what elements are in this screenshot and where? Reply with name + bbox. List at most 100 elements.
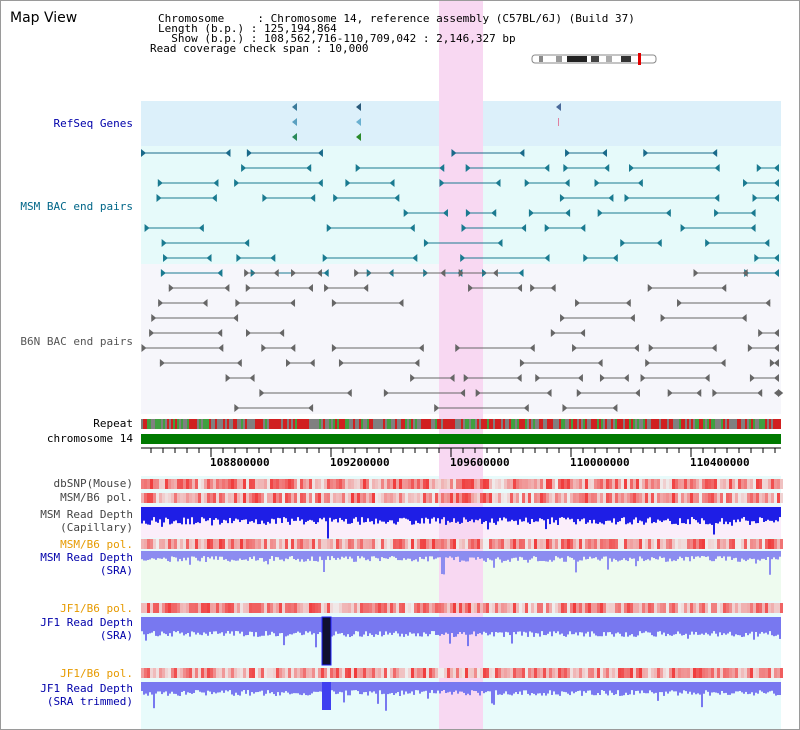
b6n-bac-pair-end: [168, 284, 174, 292]
msm-capillary-depth-bar: [147, 507, 149, 525]
msm-b6-pol-cell: [285, 493, 288, 503]
jf1-sra-depth-bar: [229, 617, 231, 634]
msm-capillary-depth-bar: [517, 507, 519, 525]
msm-b6-pol-cell: [705, 493, 708, 503]
dbsnp-cell: [387, 479, 390, 489]
repeat-segment: [427, 419, 429, 429]
msm-b6-pol-cell: [483, 493, 486, 503]
msm-b6-pol-2-cell: [261, 539, 264, 549]
msm-capillary-depth-bar: [733, 507, 735, 520]
msm-b6-pol-cell: [309, 493, 312, 503]
repeat-segment: [477, 419, 479, 429]
repeat-segment: [709, 419, 711, 429]
msm-capillary-depth-bar: [481, 507, 483, 524]
dbsnp-cell: [150, 479, 153, 489]
b6n-bac-pair-end: [647, 284, 653, 292]
msm-capillary-depth-bar: [221, 507, 223, 523]
msm-capillary-depth-bar: [409, 507, 411, 522]
msm-b6-pol-2-cell: [246, 539, 249, 549]
msm-bac-pair-end: [656, 239, 662, 247]
repeat-segment: [665, 419, 667, 429]
dbsnp-cell: [708, 479, 711, 489]
jf1-b6-pol-2-cell: [639, 668, 642, 678]
msm-sra-depth-bar: [751, 551, 753, 560]
msm-b6-pol-cell: [498, 493, 501, 503]
msm-bac-pair-end: [518, 269, 524, 277]
repeat-segment: [249, 419, 251, 429]
msm-bac-pair-end: [544, 224, 550, 232]
jf1-b6-pol-cell: [180, 603, 183, 613]
msm-capillary-depth-bar: [565, 507, 567, 520]
b6n-bac-pair-end: [151, 314, 157, 322]
repeat-segment: [397, 419, 399, 429]
msm-capillary-depth-bar: [331, 507, 333, 522]
msm-sra-depth-bar: [771, 551, 773, 560]
msm-sra-depth-bar: [711, 551, 713, 562]
dbsnp-cell: [216, 479, 219, 489]
axis-tick-label: 108800000: [210, 456, 270, 469]
jf1-sra-depth-bar: [283, 617, 285, 646]
msm-b6-pol-2-cell: [762, 539, 765, 549]
msm-b6-pol-cell: [462, 493, 465, 503]
msm-b6-pol-2-cell: [564, 539, 567, 549]
b6n-bac-pair-end: [259, 389, 265, 397]
b6n-bac-pair-end: [625, 299, 631, 307]
jf1-b6-pol-2-cell: [435, 668, 438, 678]
msm-b6-pol-2-cell: [675, 539, 678, 549]
repeat-segment: [315, 419, 317, 429]
jf1-sra-depth-bar: [593, 617, 595, 634]
dbsnp-cell: [567, 479, 570, 489]
refseq-genes-label[interactable]: RefSeq Genes: [53, 117, 133, 130]
repeat-segment: [345, 419, 347, 429]
dbsnp-cell: [207, 479, 210, 489]
msm-b6-pol-cell: [429, 493, 432, 503]
repeat-segment: [445, 419, 447, 429]
jf1-trimmed-depth-bar: [273, 682, 275, 695]
msm-b6-pol-cell: [639, 493, 642, 503]
repeat-segment: [289, 419, 291, 429]
msm-capillary-depth-bar: [731, 507, 733, 526]
msm-capillary-depth-bar: [493, 507, 495, 523]
repeat-segment: [669, 419, 671, 429]
jf1-b6-pol-2-cell: [495, 668, 498, 678]
jf1-b6-pol-cell: [477, 603, 480, 613]
jf1-trimmed-depth-bar: [379, 682, 381, 691]
jf1-sra-depth-bar: [495, 617, 497, 632]
b6n-bac-pair-end: [757, 389, 763, 397]
jf1-sra-depth-bar: [443, 617, 445, 635]
msm-sra-depth-bar: [563, 551, 565, 562]
jf1-sra-depth-bar: [171, 617, 173, 637]
jf1-read-depth-trimmed-label: JF1 Read Depth (SRA trimmed): [40, 682, 133, 708]
msm-capillary-depth-bar: [589, 507, 591, 521]
jf1-trimmed-depth-bar: [339, 682, 341, 692]
repeat-segment: [201, 419, 203, 429]
msm-b6-pol-cell: [159, 493, 162, 503]
jf1-b6-pol-cell: [516, 603, 519, 613]
jf1-sra-depth-bar: [635, 617, 637, 637]
msm-b6-pol-2-cell: [420, 539, 423, 549]
msm-sra-depth-bar: [323, 551, 325, 573]
dbsnp-cell: [354, 479, 357, 489]
jf1-b6-pol-cell: [771, 603, 774, 613]
repeat-segment: [743, 419, 745, 429]
msm-b6-pol-cell: [606, 493, 609, 503]
dbsnp-cell: [651, 479, 654, 489]
dbsnp-cell: [594, 479, 597, 489]
msm-bac-label[interactable]: MSM BAC end pairs: [20, 200, 133, 213]
jf1-sra-depth-bar: [571, 617, 573, 635]
b6n-bac-label[interactable]: B6N BAC end pairs: [20, 335, 133, 348]
msm-b6-pol-cell: [360, 493, 363, 503]
msm-sra-depth-bar: [537, 551, 539, 562]
dbsnp-cell: [189, 479, 192, 489]
jf1-b6-pol-cell: [585, 603, 588, 613]
jf1-trimmed-depth-bar: [517, 682, 519, 695]
msm-sra-depth-bar: [475, 551, 477, 560]
msm-b6-pol-cell: [750, 493, 753, 503]
jf1-b6-pol-2-cell: [300, 668, 303, 678]
msm-capillary-depth-bar: [415, 507, 417, 521]
b6n-bac-pair-end: [468, 284, 474, 292]
repeat-segment: [191, 419, 193, 429]
msm-sra-depth-bar: [383, 551, 385, 559]
jf1-b6-pol-2-cell: [354, 668, 357, 678]
